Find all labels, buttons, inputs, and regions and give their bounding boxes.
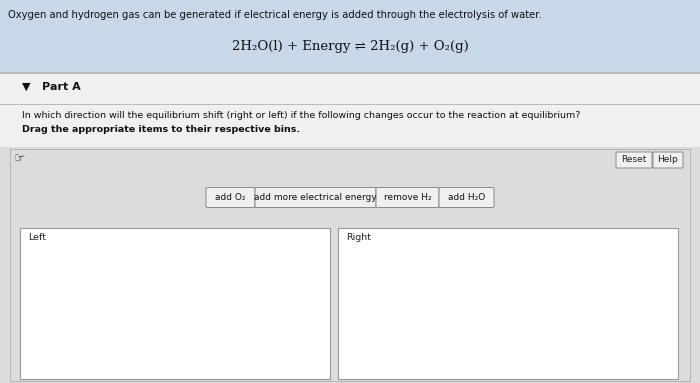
FancyBboxPatch shape [206,188,255,208]
Text: Oxygen and hydrogen gas can be generated if electrical energy is added through t: Oxygen and hydrogen gas can be generated… [8,10,542,20]
FancyBboxPatch shape [439,188,494,208]
Bar [338,228,678,379]
Bar [20,228,330,379]
Bar [0,74,700,104]
Bar [10,149,690,381]
FancyBboxPatch shape [376,188,439,208]
Bar [0,0,700,72]
FancyBboxPatch shape [653,152,683,168]
Text: Left: Left [28,233,46,242]
FancyBboxPatch shape [255,188,376,208]
Text: add O₂: add O₂ [216,193,246,202]
Text: ☞: ☞ [14,152,25,165]
Text: Drag the appropriate items to their respective bins.: Drag the appropriate items to their resp… [22,125,300,134]
Bar [0,105,700,147]
Text: Reset: Reset [622,155,647,165]
Bar [0,104,700,105]
Bar [0,72,700,74]
FancyBboxPatch shape [616,152,652,168]
Text: add H₂O: add H₂O [448,193,485,202]
Bar [0,147,700,383]
Text: Help: Help [657,155,678,165]
Text: ▼   Part A: ▼ Part A [22,82,80,92]
Text: In which direction will the equilibrium shift (right or left) if the following c: In which direction will the equilibrium … [22,111,580,120]
Text: 2H₂O(l) + Energy ⇌ 2H₂(g) + O₂(g): 2H₂O(l) + Energy ⇌ 2H₂(g) + O₂(g) [232,40,468,53]
Text: remove H₂: remove H₂ [384,193,431,202]
Text: add more electrical energy: add more electrical energy [254,193,377,202]
Text: Right: Right [346,233,371,242]
